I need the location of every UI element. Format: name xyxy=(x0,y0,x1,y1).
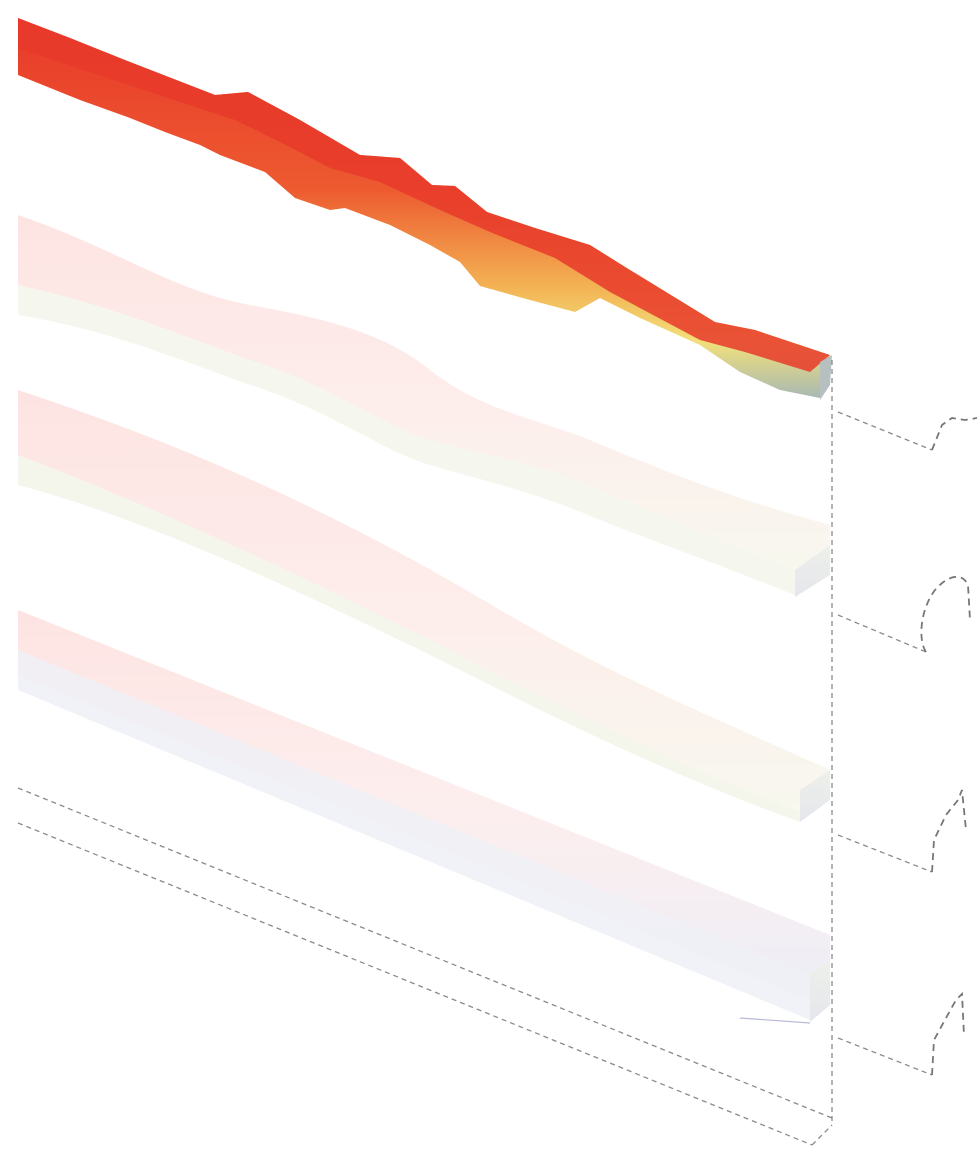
layer-2-side-face xyxy=(795,545,830,597)
layer-4-side-face xyxy=(810,960,830,1022)
leader-lines xyxy=(837,411,933,1076)
layer-2-front-face xyxy=(18,285,795,595)
section-profiles xyxy=(920,417,977,1076)
surface-side-face xyxy=(820,355,832,400)
base-outline xyxy=(17,787,833,1146)
layer-2-top-face xyxy=(18,215,830,575)
base-edge-top xyxy=(17,787,833,1119)
section-profile-4 xyxy=(931,991,965,1076)
leader-line-4 xyxy=(837,1037,933,1076)
base-edge-corner xyxy=(811,1124,833,1146)
leader-line-2 xyxy=(837,614,927,653)
layer-3-top-face xyxy=(18,390,830,815)
surface-highlight xyxy=(18,18,830,372)
terrain-layer-2 xyxy=(18,215,830,597)
section-profile-2 xyxy=(920,576,971,653)
base-edge-bottom xyxy=(17,822,813,1146)
section-profile-1 xyxy=(931,417,977,451)
layer-4-front-face xyxy=(18,650,810,1020)
section-profile-3 xyxy=(931,789,967,873)
leader-line-3 xyxy=(837,834,933,873)
terrain-layer-4 xyxy=(18,610,830,1024)
leader-line-1 xyxy=(837,411,933,451)
layer-4-base-edge xyxy=(739,1017,811,1024)
terrain-layer-surface xyxy=(18,18,832,400)
layer-3-front-face xyxy=(18,455,800,822)
layer-3-side-face xyxy=(800,770,830,822)
terrain-layer-3 xyxy=(18,390,830,822)
